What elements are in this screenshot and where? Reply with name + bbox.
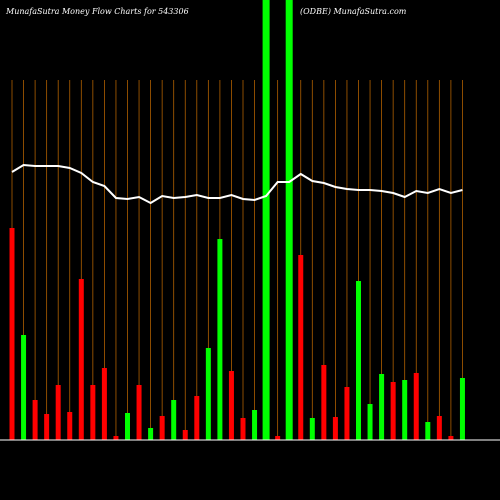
bar <box>298 255 304 440</box>
bar <box>332 417 338 440</box>
bar <box>285 0 293 440</box>
bar <box>32 400 38 440</box>
bar <box>367 404 373 440</box>
bar <box>228 371 234 440</box>
bar <box>309 418 315 440</box>
bar <box>217 239 223 440</box>
chart-title: MunafaSutra Money Flow Charts for 543306 <box>5 7 189 16</box>
bar <box>125 413 130 440</box>
bar <box>101 368 107 440</box>
bar <box>413 373 419 440</box>
bar <box>148 428 154 440</box>
bar <box>379 374 385 440</box>
bar <box>436 416 442 440</box>
bar <box>252 410 258 440</box>
bar <box>67 412 73 440</box>
bar <box>321 365 327 440</box>
bar <box>240 418 246 440</box>
overlay <box>262 0 293 440</box>
price-line <box>11 163 463 205</box>
bar <box>55 385 61 440</box>
bar <box>113 436 119 440</box>
bar <box>275 436 281 440</box>
bar <box>136 385 142 440</box>
bar <box>344 387 350 440</box>
bar <box>171 400 177 440</box>
bar <box>390 382 396 440</box>
bar <box>182 430 188 440</box>
bar <box>159 416 165 440</box>
bar <box>262 0 270 440</box>
bar <box>425 422 431 440</box>
bar <box>78 279 84 440</box>
bar <box>459 378 465 440</box>
bar <box>44 414 50 440</box>
bar <box>356 281 361 440</box>
bar <box>402 380 408 440</box>
bar <box>21 335 27 440</box>
bar <box>194 396 200 440</box>
bar <box>9 228 15 440</box>
bars <box>9 228 465 440</box>
bar <box>90 385 96 440</box>
bar <box>205 348 211 440</box>
chart-subtitle: (ODBE) MunafaSutra.com <box>300 7 407 16</box>
bar <box>448 436 454 440</box>
